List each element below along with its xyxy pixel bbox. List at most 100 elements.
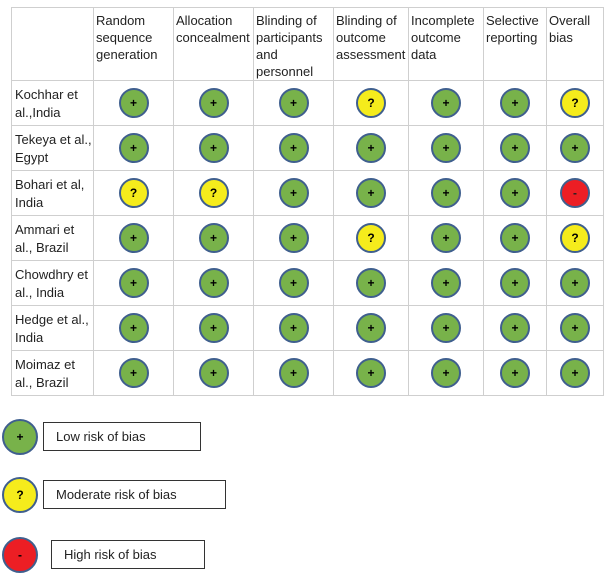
table-row: Moimaz et al., Brazil + + + + + + +: [11, 350, 604, 396]
rating-cell: +: [93, 305, 174, 351]
table-row: Ammari et al., Brazil + + +? + +?: [11, 215, 604, 261]
low-risk-dot: +: [278, 178, 309, 208]
moderate-risk-dot: ?: [198, 178, 229, 208]
rating-cell: +: [483, 170, 547, 216]
low-risk-dot: +: [431, 178, 461, 208]
low-risk-dot: +: [500, 88, 530, 118]
rating-cell: +: [483, 215, 547, 261]
low-risk-dot: +: [118, 358, 149, 388]
rating-cell: ?: [546, 80, 604, 126]
rating-cell: +: [546, 350, 604, 396]
column-header-incomplete-outcome-data: Incomplete outcome data: [408, 7, 484, 81]
moderate-risk-dot: ?: [356, 88, 386, 118]
low-risk-dot: +: [198, 133, 229, 163]
study-name: Ammari et al., Brazil: [11, 215, 94, 261]
low-risk-dot: +: [560, 133, 590, 163]
low-risk-dot: +: [431, 268, 461, 298]
rating-cell: +: [93, 215, 174, 261]
rating-cell: +: [333, 170, 409, 216]
low-risk-dot: +: [500, 268, 530, 298]
rating-cell: +: [253, 125, 334, 171]
rating-cell: ?: [93, 170, 174, 216]
moderate-risk-dot: ?: [560, 223, 590, 253]
moderate-risk-legend-label: Moderate risk of bias: [43, 480, 226, 509]
rating-cell: +: [408, 305, 484, 351]
rating-cell: +: [483, 350, 547, 396]
low-risk-dot: +: [198, 223, 229, 253]
rating-cell: +: [173, 305, 254, 351]
low-risk-dot: +: [431, 358, 461, 388]
study-name: Moimaz et al., Brazil: [11, 350, 94, 396]
study-name: Bohari et al, India: [11, 170, 94, 216]
rating-cell: +: [408, 80, 484, 126]
moderate-risk-dot: ?: [356, 223, 386, 253]
low-risk-legend-label: Low risk of bias: [43, 422, 201, 451]
rating-cell: +: [483, 80, 547, 126]
low-risk-dot: +: [198, 268, 229, 298]
rating-cell: +: [546, 260, 604, 306]
table-row: Hedge et al., India + + + + + + +: [11, 305, 604, 351]
low-risk-dot: +: [118, 268, 149, 298]
rating-cell: +: [93, 260, 174, 306]
high-risk-legend-dot: -: [2, 537, 38, 573]
low-risk-dot: +: [278, 133, 309, 163]
rating-cell: +: [333, 305, 409, 351]
low-risk-dot: +: [198, 88, 229, 118]
low-risk-legend-dot: +: [2, 419, 38, 455]
rating-cell: +: [408, 260, 484, 306]
rating-cell: +: [546, 125, 604, 171]
rating-cell: +: [333, 260, 409, 306]
low-risk-dot: +: [118, 313, 149, 343]
rating-cell: +: [408, 350, 484, 396]
low-risk-dot: +: [356, 358, 386, 388]
low-risk-dot: +: [198, 358, 229, 388]
low-risk-dot: +: [500, 133, 530, 163]
rating-cell: +: [408, 125, 484, 171]
rating-cell: +: [93, 125, 174, 171]
low-risk-dot: +: [356, 313, 386, 343]
low-risk-dot: +: [500, 223, 530, 253]
low-risk-dot: +: [278, 358, 309, 388]
header-row: Random sequence generation Allocation co…: [11, 7, 604, 81]
table-body: Kochhar et al.,India + + +? + +? Tekeya et al.…: [11, 80, 604, 396]
rating-cell: +: [333, 350, 409, 396]
low-risk-dot: +: [278, 88, 309, 118]
rating-cell: +: [253, 170, 334, 216]
rating-cell: +: [253, 80, 334, 126]
low-risk-dot: +: [560, 358, 590, 388]
low-risk-dot: +: [356, 133, 386, 163]
column-header-blinding-outcome-assessment: Blinding of outcome assessment: [333, 7, 409, 81]
high-risk-legend-label: High risk of bias: [51, 540, 205, 569]
rating-cell: +: [173, 125, 254, 171]
low-risk-dot: +: [431, 223, 461, 253]
low-risk-dot: +: [356, 268, 386, 298]
high-risk-dot: -: [560, 178, 590, 208]
low-risk-dot: +: [500, 178, 530, 208]
low-risk-dot: +: [278, 223, 309, 253]
rating-cell: +: [253, 350, 334, 396]
low-risk-dot: +: [198, 313, 229, 343]
low-risk-dot: +: [278, 268, 309, 298]
rating-cell: +: [173, 80, 254, 126]
low-risk-dot: +: [431, 133, 461, 163]
rating-cell: +: [173, 260, 254, 306]
rating-cell: ?: [173, 170, 254, 216]
study-name: Tekeya et al., Egypt: [11, 125, 94, 171]
column-header-random-sequence-generation: Random sequence generation: [93, 7, 174, 81]
rating-cell: +: [173, 350, 254, 396]
rating-cell: +: [483, 260, 547, 306]
rating-cell: +: [483, 125, 547, 171]
low-risk-dot: +: [560, 268, 590, 298]
table-row: Bohari et al, India?? + + + + -: [11, 170, 604, 216]
study-name: Hedge et al., India: [11, 305, 94, 351]
low-risk-dot: +: [431, 88, 461, 118]
low-risk-dot: +: [356, 178, 386, 208]
low-risk-dot: +: [118, 223, 149, 253]
rating-cell: +: [408, 215, 484, 261]
study-name: Chowdhry et al., India: [11, 260, 94, 306]
study-column-header: [11, 7, 94, 81]
rating-cell: +: [333, 125, 409, 171]
rating-cell: -: [546, 170, 604, 216]
rating-cell: +: [93, 350, 174, 396]
rating-cell: ?: [333, 215, 409, 261]
